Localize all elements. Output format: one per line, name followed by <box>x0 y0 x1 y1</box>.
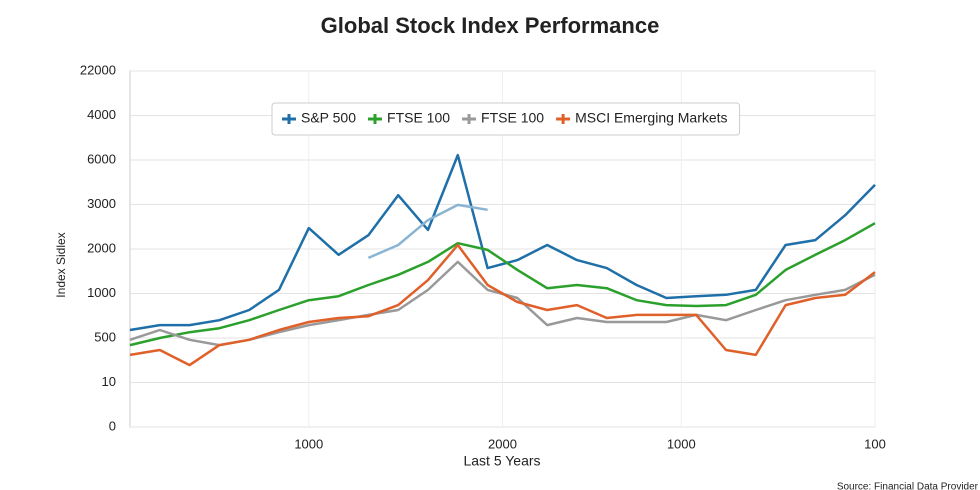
chart-title: Global Stock Index Performance <box>321 13 660 38</box>
legend-label: FTSE 100 <box>481 110 544 126</box>
x-tick-label: 1000 <box>294 436 323 451</box>
series-line <box>129 222 876 347</box>
y-axis-label: Index Sidlex <box>54 232 68 297</box>
series-line <box>367 203 488 260</box>
legend-label: MSCI Emerging Markets <box>575 110 727 126</box>
y-tick-label: 3000 <box>87 196 116 211</box>
x-axis-label: Last 5 Years <box>463 453 540 469</box>
y-tick-label: 22000 <box>80 62 116 77</box>
legend-label: S&P 500 <box>301 110 356 126</box>
y-tick-label: 0 <box>109 418 116 433</box>
x-tick-label: 1000 <box>667 436 696 451</box>
legend-label: FTSE 100 <box>387 110 450 126</box>
y-tick-label: 6000 <box>87 151 116 166</box>
y-tick-label: 4000 <box>87 107 116 122</box>
y-tick-label: 1000 <box>87 285 116 300</box>
x-tick-label: 100 <box>864 436 886 451</box>
y-tick-label: 500 <box>94 329 116 344</box>
legend-box <box>271 102 741 136</box>
series-line <box>129 243 876 367</box>
source-note: Source: Financial Data Provider <box>837 482 979 490</box>
y-tick-label: 10 <box>102 374 116 389</box>
y-tick-label: 2000 <box>87 240 116 255</box>
series-line <box>129 153 876 332</box>
x-tick-label: 2000 <box>488 436 517 451</box>
